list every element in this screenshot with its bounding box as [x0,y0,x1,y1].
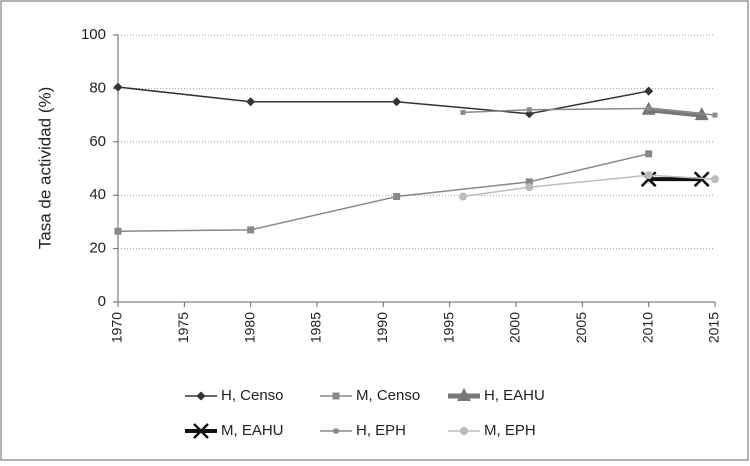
marker [525,178,533,186]
series-line [462,107,716,116]
legend-label: H, EPH [356,422,406,439]
marker [333,428,339,434]
marker [332,392,340,400]
marker [458,192,467,201]
marker [646,105,652,111]
marker [644,86,654,96]
x-tick-label: 2010 [639,312,655,343]
marker [113,82,123,92]
marker [693,171,710,188]
x-tick-label: 2015 [706,312,722,343]
marker [460,109,466,115]
y-tick-label: 20 [89,240,106,257]
series-line [462,174,716,198]
marker [644,171,653,180]
y-axis-label: Tasa de actividad (%) [35,87,54,250]
marker [114,227,122,235]
legend-label: H, EAHU [484,387,545,404]
marker [393,193,401,201]
marker [193,423,209,439]
marker [640,171,657,188]
y-tick-label: 80 [89,79,106,96]
marker [392,97,402,107]
series-line [648,107,702,118]
x-tick-label: 2005 [573,312,589,343]
y-tick-label: 40 [89,186,106,203]
x-tick-label: 1990 [374,312,390,343]
marker [711,175,719,184]
marker [712,112,718,118]
marker [246,97,256,107]
legend-label: M, Censo [356,387,420,404]
marker [525,183,534,192]
y-tick-label: 100 [81,26,106,43]
x-tick-label: 1980 [241,312,257,343]
marker [247,226,255,234]
marker [526,107,532,113]
marker [457,388,471,401]
y-tick-label: 0 [98,293,106,310]
legend-label: M, EAHU [221,422,284,439]
x-tick-label: 1970 [109,312,125,343]
legend-label: M, EPH [484,422,536,439]
x-tick-label: 1995 [440,312,456,343]
marker [196,391,206,401]
y-tick-label: 60 [89,133,106,150]
x-tick-label: 2000 [507,312,523,343]
legend-label: H, Censo [221,387,284,404]
marker [460,427,468,435]
x-tick-label: 1985 [308,312,324,343]
marker [645,150,653,158]
x-tick-label: 1975 [175,312,191,343]
